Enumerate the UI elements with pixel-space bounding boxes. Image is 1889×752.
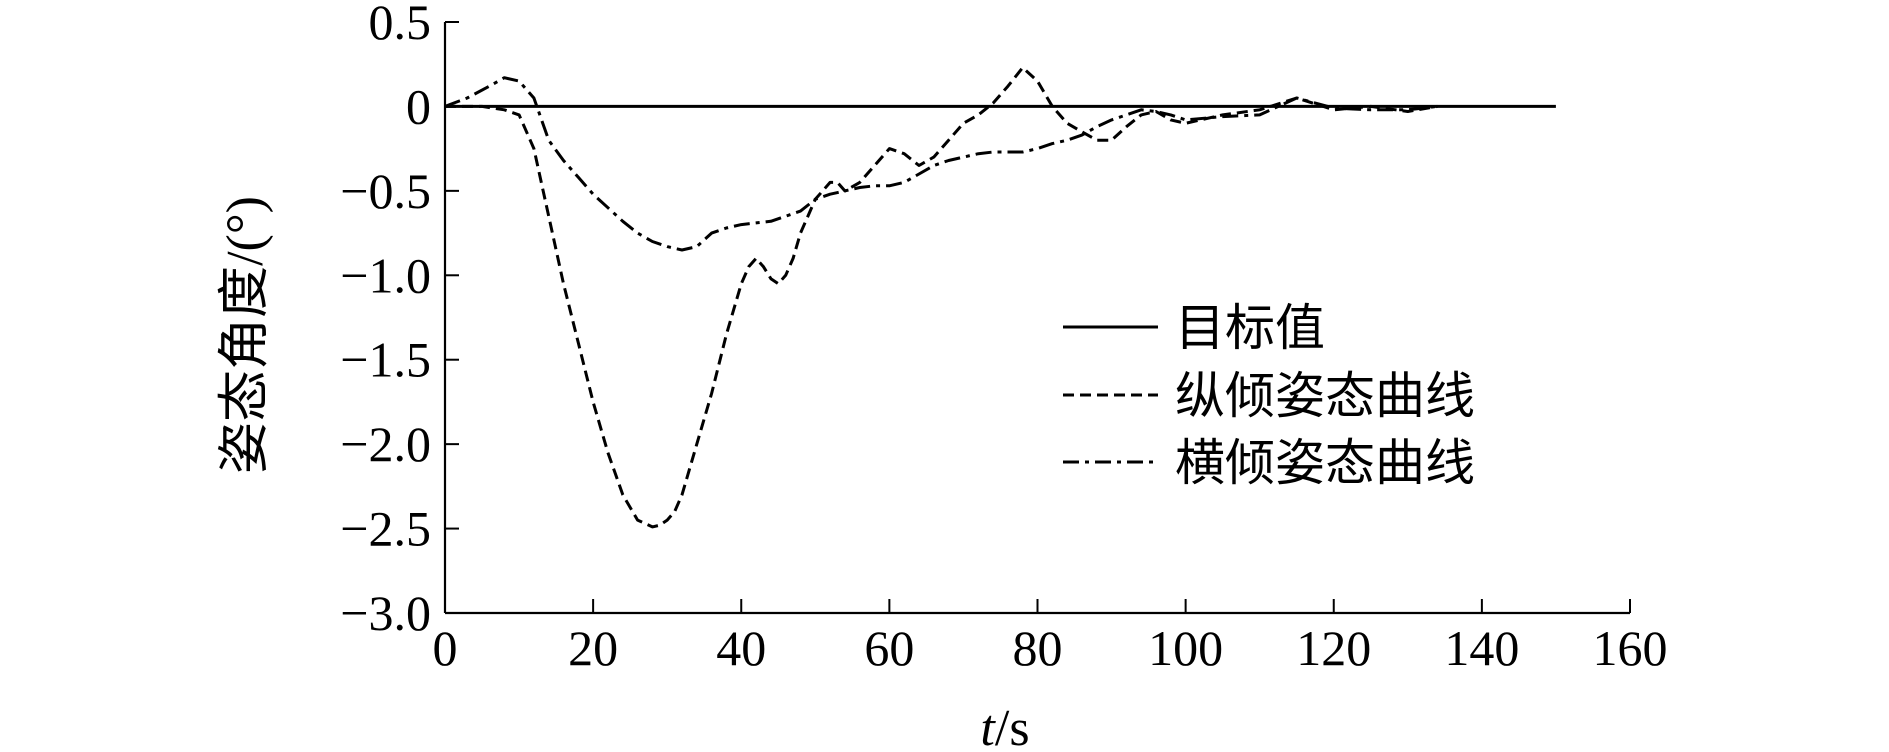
x-tick-label: 20 [568, 620, 618, 676]
y-tick-label: 0 [406, 78, 431, 134]
x-tick-label: 160 [1593, 620, 1668, 676]
x-tick-label: 40 [716, 620, 766, 676]
x-axis-title: t/s [980, 700, 1029, 752]
legend-label-2: 纵倾姿态曲线 [1175, 367, 1475, 425]
x-tick-label: 80 [1013, 620, 1063, 676]
y-tick-label: 0.5 [369, 0, 432, 50]
x-tick-label: 100 [1148, 620, 1223, 676]
y-tick-label: −1.5 [340, 332, 431, 388]
x-tick-label: 60 [864, 620, 914, 676]
x-tick-label: 120 [1296, 620, 1371, 676]
y-tick-label: −2.0 [340, 416, 431, 472]
legend-label-1: 目标值 [1175, 299, 1325, 357]
series-line-3 [444, 76, 1438, 252]
axes: 0 20 40 60 80 100 120 140 160 0.5 0 −0.5 −1.0 −1.5 −2.… [340, 0, 1667, 676]
y-tick-label: −1.0 [340, 247, 431, 303]
plot-series [444, 66, 1556, 529]
series-line-2 [445, 66, 1438, 529]
x-axis-title-unit: /s [995, 700, 1030, 752]
legend-label-3: 横倾姿态曲线 [1175, 434, 1475, 492]
y-tick-label: −0.5 [340, 163, 431, 219]
x-axis-title-var: t [980, 700, 996, 752]
y-axis-title: 姿态角度/(°) [217, 196, 274, 474]
x-tick-label: 140 [1444, 620, 1519, 676]
y-tick-label: −3.0 [340, 585, 431, 641]
y-tick-label: −2.5 [340, 501, 431, 557]
x-tick-label: 0 [433, 620, 458, 676]
